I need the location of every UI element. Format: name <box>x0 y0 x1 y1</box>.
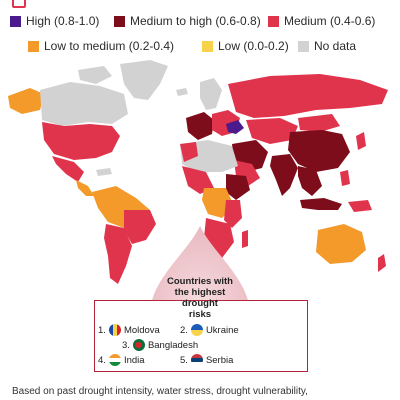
south-america-south-region <box>104 224 132 284</box>
legend-label-high: High (0.8-1.0) <box>26 14 100 28</box>
callout-title-line-4: risks <box>188 309 212 320</box>
legend-swatch-no-data <box>298 40 309 52</box>
legend-item-low-to-medium: Low to medium (0.2-0.4) <box>28 39 174 53</box>
callout-title-line-1: Countries with <box>167 276 233 287</box>
iceland-region <box>176 88 188 96</box>
legend-item-high: High (0.8-1.0) <box>10 14 99 28</box>
legend-label-medium: Medium (0.4-0.6) <box>284 14 376 28</box>
east-africa-region <box>224 200 242 228</box>
legend-swatch-medium-to-high <box>114 15 125 27</box>
ranking-item-rank: 1. <box>98 324 106 336</box>
legend: High (0.8-1.0) Medium to high (0.6-0.8) … <box>10 12 395 56</box>
legend-label-low-to-medium: Low to medium (0.2-0.4) <box>44 39 175 53</box>
ranking-item-country: Bangladesh <box>147 339 199 351</box>
legend-item-medium-to-high: Medium to high (0.6-0.8) <box>114 14 261 28</box>
india-region <box>270 154 298 196</box>
alaska-region <box>8 88 44 114</box>
ranking-item-country: Moldova <box>123 324 160 336</box>
legend-swatch-medium <box>268 15 279 27</box>
legend-item-no-data: No data <box>298 39 356 53</box>
ranking-item-country: India <box>123 354 145 366</box>
ranking-item-bangladesh: 3. Bangladesh <box>122 339 198 351</box>
central-asia-region <box>246 118 298 144</box>
mongolia-region <box>298 114 340 132</box>
central-america-region <box>76 180 94 196</box>
ukraine-flag-icon <box>190 324 203 336</box>
legend-label-low: Low (0.0-0.2) <box>218 39 289 53</box>
canada-region <box>40 82 128 126</box>
mexico-region <box>52 156 84 182</box>
usa-region <box>42 122 120 160</box>
australia-region <box>316 224 366 264</box>
caribbean-region <box>96 168 112 176</box>
legend-label-no-data: No data <box>314 39 357 53</box>
legend-swatch-high <box>10 15 21 27</box>
northwest-africa-region <box>180 142 198 162</box>
ranking-item-rank: 3. <box>122 339 130 351</box>
callout-title: Countries with the highest drought risks <box>124 276 276 320</box>
southeast-asia-region <box>298 166 322 196</box>
russia-region <box>228 74 388 118</box>
ranking-item-rank: 5. <box>180 354 188 366</box>
callout-title-line-2: the highest <box>174 287 226 298</box>
page-title-cropped <box>28 0 358 4</box>
moldova-flag-icon <box>108 324 121 336</box>
west-africa-region <box>182 166 214 194</box>
title-strip <box>0 0 400 10</box>
legend-label-medium-to-high: Medium to high (0.6-0.8) <box>130 14 261 28</box>
ranking-item-rank: 2. <box>180 324 188 336</box>
serbia-flag-icon <box>190 354 203 366</box>
brazil-east-region <box>124 210 156 244</box>
ranking-item-india: 4. India <box>98 354 145 366</box>
greenland-region <box>120 60 168 100</box>
horn-of-africa-region <box>226 174 250 200</box>
legend-item-low: Low (0.0-0.2) <box>202 39 289 53</box>
world-map-svg <box>8 60 388 284</box>
indonesia-region <box>300 198 342 210</box>
legend-item-medium: Medium (0.4-0.6) <box>268 14 375 28</box>
ranking-item-country: Serbia <box>205 354 234 366</box>
india-flag-icon <box>108 354 121 366</box>
ranking-item-serbia: 5. Serbia <box>180 354 233 366</box>
china-region <box>288 130 350 172</box>
scandinavia-region <box>200 78 222 110</box>
new-guinea-region <box>348 200 372 212</box>
bangladesh-flag-icon <box>132 339 145 351</box>
ranking-item-country: Ukraine <box>205 324 239 336</box>
philippines-region <box>340 170 350 186</box>
new-zealand-region <box>378 254 386 272</box>
world-drought-map <box>0 60 400 290</box>
madagascar-region <box>242 230 248 248</box>
title-marker <box>12 0 26 8</box>
source-footnote: Based on past drought intensity, water s… <box>12 386 308 397</box>
ranking-item-ukraine: 2. Ukraine <box>180 324 239 336</box>
legend-swatch-low-to-medium <box>28 40 39 52</box>
ranking-item-moldova: 1. Moldova <box>98 324 160 336</box>
ukraine-moldova-region <box>226 120 244 134</box>
canada-arctic-islands-region <box>78 66 112 84</box>
ranking-item-rank: 4. <box>98 354 106 366</box>
legend-swatch-low <box>202 40 213 52</box>
western-europe-region <box>186 112 214 140</box>
callout-title-line-3: drought <box>182 298 218 309</box>
japan-region <box>356 132 366 150</box>
